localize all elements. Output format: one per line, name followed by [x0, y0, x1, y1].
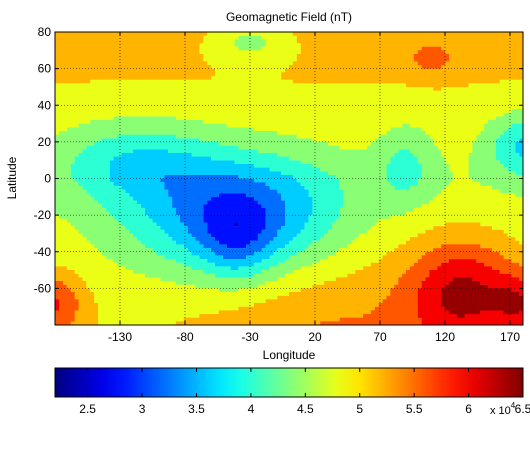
contour-band [55, 35, 523, 293]
contour-band [160, 174, 286, 260]
colorbar-tick-label: 6.5 [515, 402, 530, 416]
colorbar-exponent-label: x 104 [490, 401, 516, 417]
axis-ticks [55, 31, 523, 325]
contour-band [109, 138, 523, 271]
x-tick-label: -130 [108, 330, 132, 344]
y-tick-label: -60 [34, 281, 52, 295]
colorbar-exponent-power: 4 [511, 401, 516, 410]
x-tick-label: 20 [308, 330, 322, 344]
contour-band [70, 123, 523, 278]
x-tick-label: 170 [500, 330, 520, 344]
chart-title: Geomagnetic Field (nT) [226, 10, 352, 24]
colorbar-exponent-base: x 10 [490, 405, 511, 417]
x-tick-label: 70 [373, 330, 387, 344]
colorbar-tick-label: 5.5 [406, 402, 423, 416]
grid-lines [55, 32, 523, 325]
colorbar [54, 367, 524, 398]
x-tick-label: -30 [241, 330, 259, 344]
colorbar-tick-label: 2.5 [79, 402, 96, 416]
y-tick-label: 0 [44, 172, 51, 186]
x-tick-label: 120 [435, 330, 455, 344]
colorbar-tick-label: 4 [248, 402, 255, 416]
contour-band [234, 222, 239, 227]
y-tick-label: -20 [34, 208, 52, 222]
x-axis-label: Longitude [263, 348, 316, 362]
y-tick-label: 20 [38, 135, 52, 149]
y-tick-label: 80 [38, 25, 52, 39]
y-tick-label: -40 [34, 245, 52, 259]
colorbar-tick-label: 6 [465, 402, 472, 416]
colorbar-tick-label: 4.5 [297, 402, 314, 416]
colorbar-tick-label: 3 [139, 402, 146, 416]
tick-labels: -130 -80 -30 20 70 120 170 80 60 40 20 0 -20 -40 -60 [34, 25, 521, 344]
x-tick-label: -80 [176, 330, 194, 344]
colorbar-tick-labels: 2.5 3 3.5 4 4.5 5 5.5 6 6.5 [79, 402, 530, 416]
colorbar-tick-label: 5 [356, 402, 363, 416]
y-tick-label: 40 [38, 98, 52, 112]
contour-band [55, 259, 523, 325]
contour-plot-area [55, 32, 523, 325]
y-tick-label: 60 [38, 62, 52, 76]
colorbar-tick-label: 3.5 [188, 402, 205, 416]
contour-band [441, 277, 523, 318]
colorbar-gradient [54, 367, 524, 398]
y-axis-label: Latitude [5, 156, 19, 199]
